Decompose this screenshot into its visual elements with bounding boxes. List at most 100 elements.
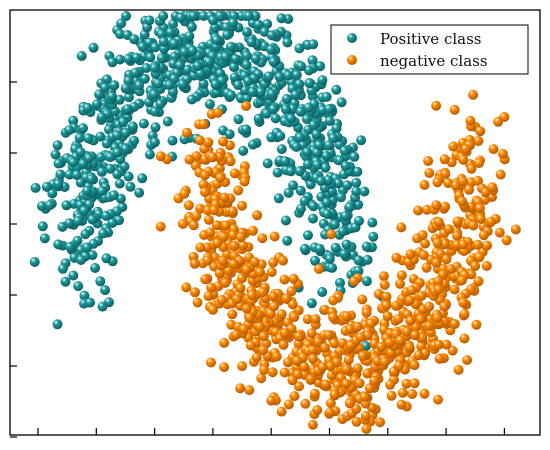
negative-point [396, 399, 407, 410]
negative-point [325, 398, 336, 409]
positive-point [75, 177, 86, 188]
legend-label-positive: Positive class [380, 30, 482, 48]
negative-point [401, 378, 412, 389]
positive-point [253, 113, 264, 124]
negative-point [381, 291, 392, 302]
positive-point [361, 241, 372, 252]
positive-point [85, 297, 95, 308]
positive-point [101, 253, 112, 264]
positive-point [127, 121, 138, 132]
positive-point [336, 97, 347, 108]
positive-point [79, 205, 90, 216]
positive-point [177, 79, 188, 90]
negative-point [449, 284, 460, 295]
positive-point [158, 36, 169, 47]
negative-point [382, 311, 393, 322]
negative-point [510, 224, 521, 235]
positive-point [153, 78, 164, 89]
negative-point [329, 338, 340, 349]
positive-point [238, 145, 249, 156]
positive-point [276, 13, 287, 24]
data-points [29, 11, 521, 434]
negative-point [190, 287, 200, 298]
negative-point [372, 356, 383, 367]
positive-point [306, 298, 317, 309]
positive-point [182, 64, 193, 75]
positive-point [52, 140, 63, 151]
positive-point [294, 166, 305, 177]
negative-point [237, 361, 248, 372]
negative-point [241, 101, 252, 111]
positive-point [65, 241, 76, 252]
positive-point [243, 11, 254, 21]
negative-point [239, 176, 250, 187]
positive-point [351, 177, 362, 188]
negative-point [439, 301, 450, 312]
positive-point [164, 80, 175, 91]
negative-point [225, 156, 236, 167]
negative-point [266, 395, 277, 406]
negative-point [495, 169, 506, 180]
positive-point [120, 83, 131, 94]
negative-point [419, 388, 430, 399]
positive-point [68, 270, 79, 281]
positive-point [308, 213, 318, 224]
positive-point [303, 102, 314, 113]
positive-point [60, 276, 71, 287]
positive-point [118, 116, 128, 127]
negative-point [258, 331, 269, 342]
negative-point [402, 326, 412, 337]
negative-point [207, 152, 218, 163]
positive-point [120, 143, 131, 154]
positive-point [109, 80, 120, 91]
negative-point [488, 144, 499, 155]
negative-point [289, 312, 300, 323]
positive-point [361, 276, 372, 287]
negative-point [470, 261, 481, 271]
negative-point [351, 404, 362, 414]
positive-point [68, 115, 79, 126]
positive-point [299, 243, 310, 254]
positive-point [76, 51, 87, 61]
positive-point [266, 44, 276, 55]
positive-point [149, 106, 160, 117]
negative-point [431, 200, 442, 211]
legend: Positive class negative class [330, 24, 529, 75]
positive-point [314, 140, 324, 151]
negative-point [279, 328, 290, 339]
positive-point [233, 80, 244, 91]
negative-point [257, 233, 268, 244]
positive-point [124, 92, 134, 103]
positive-point [296, 61, 307, 72]
positive-point [139, 73, 150, 84]
positive-point [291, 70, 302, 80]
positive-point [168, 19, 179, 29]
negative-point [199, 170, 210, 181]
negative-point [328, 295, 339, 306]
negative-point [211, 220, 222, 231]
positive-point [134, 80, 145, 91]
negative-point [307, 345, 318, 356]
negative-point [381, 300, 392, 311]
negative-point [192, 297, 203, 308]
positive-point [224, 129, 235, 140]
positive-point [175, 12, 186, 23]
negative-point [235, 283, 246, 294]
negative-point [292, 355, 303, 366]
negative-point [433, 276, 444, 287]
positive-point [101, 138, 112, 149]
positive-point [273, 193, 284, 204]
positive-point [188, 11, 199, 21]
negative-point [357, 351, 368, 361]
positive-point [229, 62, 239, 73]
negative-point [404, 295, 415, 306]
negative-point [433, 394, 443, 405]
negative-point [452, 230, 463, 241]
positive-point [158, 11, 169, 21]
negative-point [417, 230, 428, 240]
legend-marker-negative [347, 55, 357, 65]
positive-point [282, 235, 293, 246]
negative-point [237, 200, 247, 211]
positive-point [339, 145, 350, 156]
positive-point [340, 161, 351, 171]
